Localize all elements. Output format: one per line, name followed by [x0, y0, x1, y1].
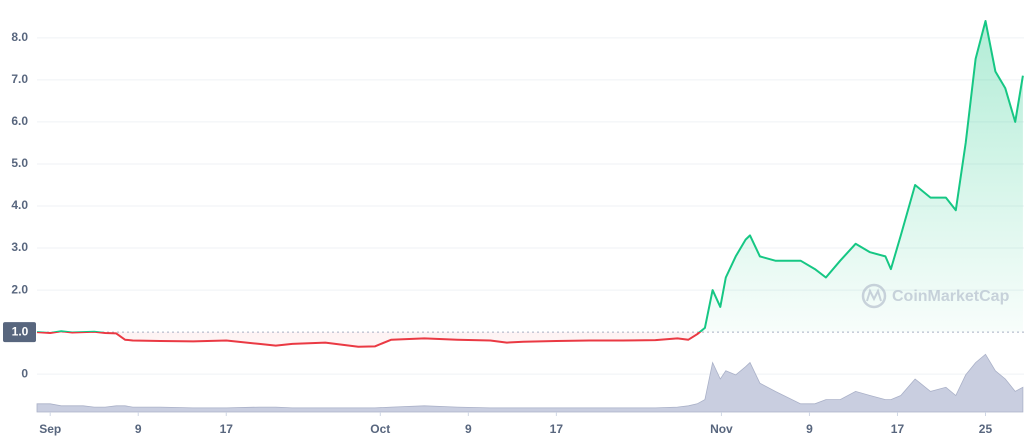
baseline-label: 1.0	[12, 324, 29, 338]
y-tick-label: 0	[21, 366, 28, 380]
x-tick-label: 9	[465, 422, 472, 436]
x-tick-label: Nov	[710, 422, 733, 436]
x-tick-label: Oct	[370, 422, 390, 436]
y-tick-label: 6.0	[11, 114, 28, 128]
price-line	[36, 20, 1024, 348]
price-area	[37, 21, 1023, 347]
x-tick-label: Sep	[39, 422, 61, 436]
watermark-text: CoinMarketCap	[892, 288, 1010, 305]
x-tick-label: 9	[806, 422, 813, 436]
y-tick-label: 8.0	[11, 30, 28, 44]
volume-area	[36, 353, 1024, 413]
y-tick-label: 3.0	[11, 240, 28, 254]
y-tick-label: 7.0	[11, 72, 28, 86]
watermark: CoinMarketCap	[861, 283, 1010, 309]
baseline-label-box	[3, 322, 36, 343]
x-tick-label: 17	[550, 422, 564, 436]
watermark-logo-mark	[866, 288, 882, 302]
watermark-logo	[861, 283, 887, 309]
x-tick-label: 17	[891, 422, 905, 436]
x-tick-label: 17	[220, 422, 234, 436]
y-tick-label: 5.0	[11, 156, 28, 170]
y-tick-label: 4.0	[11, 198, 28, 212]
x-tick-label: 9	[135, 422, 142, 436]
y-tick-label: 2.0	[11, 282, 28, 296]
x-tick-label: 25	[979, 422, 993, 436]
